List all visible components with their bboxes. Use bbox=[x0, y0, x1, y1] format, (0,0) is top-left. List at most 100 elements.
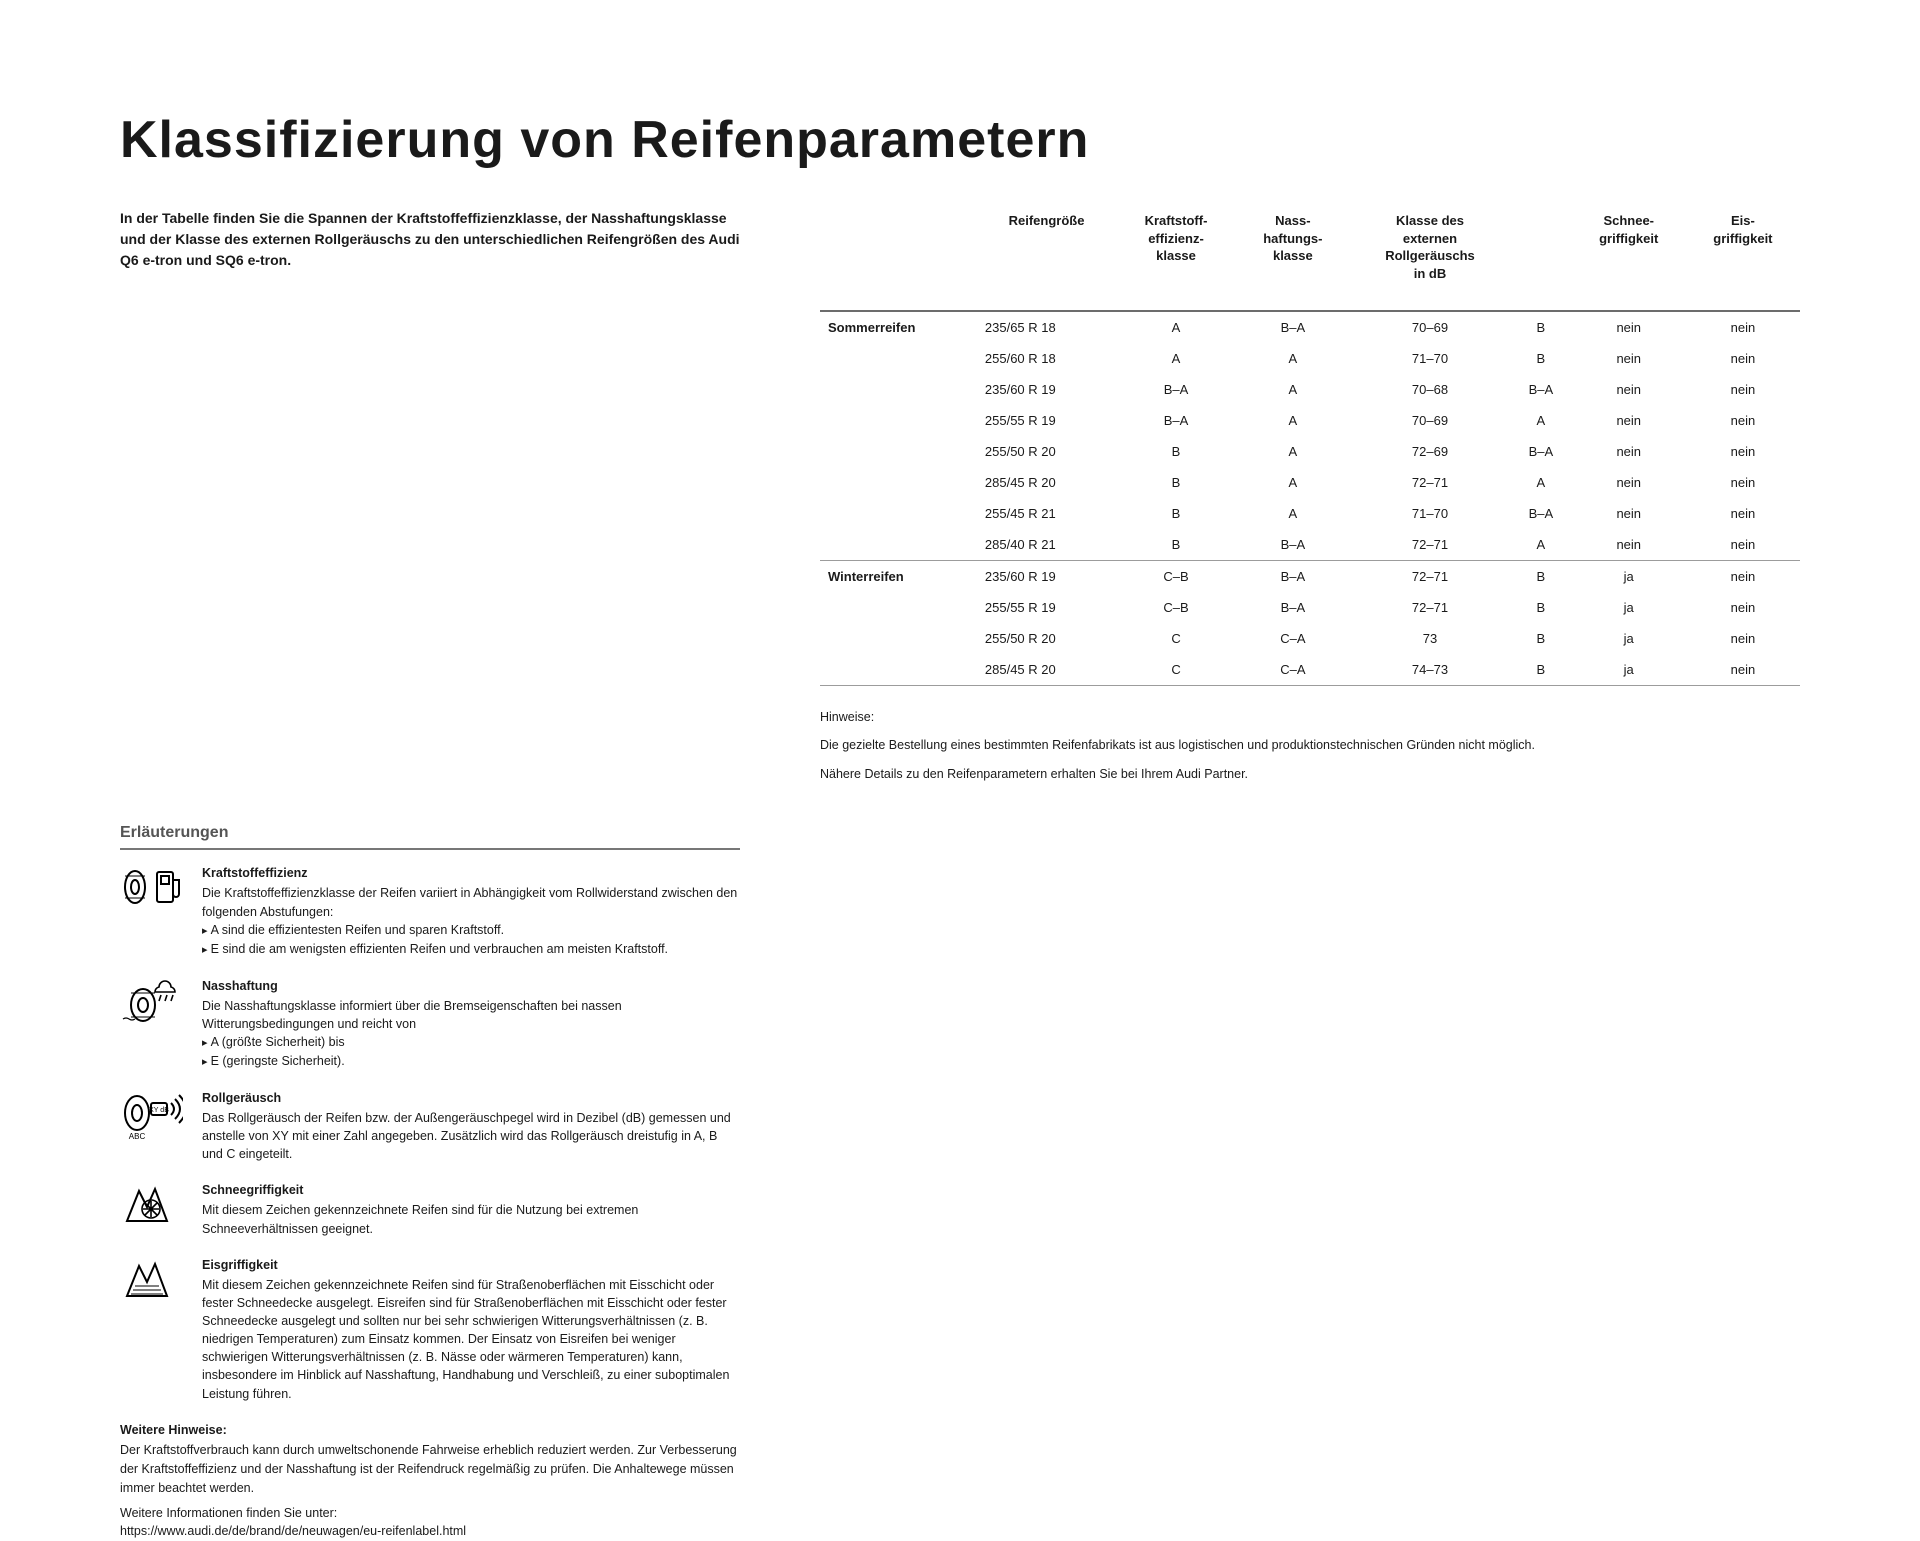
explanation-title: Nasshaftung bbox=[202, 977, 740, 995]
svg-text:XY dB: XY dB bbox=[149, 1107, 169, 1114]
cell: B bbox=[1510, 623, 1572, 654]
cell: 70–69 bbox=[1350, 312, 1510, 343]
notes-label: Hinweise: bbox=[820, 708, 1800, 727]
explanation-item: EisgriffigkeitMit diesem Zeichen gekennz… bbox=[120, 1256, 740, 1403]
cell: 255/55 R 19 bbox=[977, 405, 1116, 436]
cell: B bbox=[1510, 561, 1572, 592]
col-header bbox=[1510, 208, 1572, 311]
cell: C–B bbox=[1116, 592, 1236, 623]
table-row: 285/40 R 21BB–A72–71Aneinnein bbox=[820, 529, 1800, 561]
cell: B–A bbox=[1510, 374, 1572, 405]
row-group-label bbox=[820, 343, 977, 374]
intro-text: In der Tabelle finden Sie die Spannen de… bbox=[120, 208, 740, 271]
row-group-label bbox=[820, 405, 977, 436]
cell: nein bbox=[1572, 529, 1686, 561]
col-header: Eis-griffigkeit bbox=[1686, 208, 1800, 311]
explanation-body: Die Nasshaftungsklasse informiert über d… bbox=[202, 997, 740, 1033]
explanations-title: Erläuterungen bbox=[120, 824, 740, 850]
col-header: Nass-haftungs-klasse bbox=[1236, 208, 1350, 311]
explanation-text: SchneegriffigkeitMit diesem Zeichen geke… bbox=[202, 1181, 740, 1237]
cell: 255/50 R 20 bbox=[977, 436, 1116, 467]
further-body: Der Kraftstoffverbrauch kann durch umwel… bbox=[120, 1441, 740, 1497]
cell: nein bbox=[1686, 529, 1800, 561]
svg-text:ABC: ABC bbox=[129, 1132, 146, 1141]
explanation-text: KraftstoffeffizienzDie Kraftstoffeffizie… bbox=[202, 864, 740, 958]
cell: nein bbox=[1572, 405, 1686, 436]
explanation-item: Nasshaftung Die Nasshaftungsklasse inform… bbox=[120, 977, 740, 1071]
table-row: 255/50 R 20CC–A73Bjanein bbox=[820, 623, 1800, 654]
table-row: Winterreifen235/60 R 19C–BB–A72–71Bjanei… bbox=[820, 561, 1800, 592]
further-title: Weitere Hinweise: bbox=[120, 1421, 740, 1440]
cell: 71–70 bbox=[1350, 343, 1510, 374]
kraftstoffeffizienz-icon bbox=[120, 864, 184, 916]
col-header: Kraftstoff-effizienz-klasse bbox=[1116, 208, 1236, 311]
cell: B bbox=[1510, 654, 1572, 686]
explanation-body: Die Kraftstoffeffizienzklasse der Reifen… bbox=[202, 884, 740, 920]
cell: A bbox=[1116, 312, 1236, 343]
cell: nein bbox=[1686, 405, 1800, 436]
cell: 235/60 R 19 bbox=[977, 374, 1116, 405]
cell: B–A bbox=[1510, 436, 1572, 467]
cell: ja bbox=[1572, 561, 1686, 592]
eisgriffigkeit-icon bbox=[120, 1256, 184, 1308]
cell: 73 bbox=[1350, 623, 1510, 654]
explanations-column: Erläuterungen KraftstoffeffizienzDie Kra… bbox=[120, 824, 740, 1541]
table-row: Sommerreifen235/65 R 18AB–A70–69Bneinnei… bbox=[820, 312, 1800, 343]
cell: B bbox=[1510, 312, 1572, 343]
row-group-label: Sommerreifen bbox=[820, 312, 977, 343]
explanation-body: Mit diesem Zeichen gekennzeichnete Reife… bbox=[202, 1276, 740, 1403]
cell: 285/45 R 20 bbox=[977, 467, 1116, 498]
cell: A bbox=[1510, 467, 1572, 498]
cell: nein bbox=[1686, 654, 1800, 686]
cell: 74–73 bbox=[1350, 654, 1510, 686]
cell: B bbox=[1116, 498, 1236, 529]
table-row: 285/45 R 20CC–A74–73Bjanein bbox=[820, 654, 1800, 686]
cell: B bbox=[1116, 436, 1236, 467]
cell: B–A bbox=[1236, 592, 1350, 623]
cell: C–A bbox=[1236, 654, 1350, 686]
cell: nein bbox=[1686, 623, 1800, 654]
cell: 255/55 R 19 bbox=[977, 592, 1116, 623]
cell: 285/45 R 20 bbox=[977, 654, 1116, 686]
table-notes: Hinweise: Die gezielte Bestellung eines … bbox=[820, 708, 1800, 784]
explanation-text: RollgeräuschDas Rollgeräusch der Reifen … bbox=[202, 1089, 740, 1164]
cell: 70–69 bbox=[1350, 405, 1510, 436]
explanation-text: EisgriffigkeitMit diesem Zeichen gekennz… bbox=[202, 1256, 740, 1403]
cell: A bbox=[1236, 467, 1350, 498]
cell: nein bbox=[1686, 312, 1800, 343]
bullet-item: A (größte Sicherheit) bis bbox=[202, 1033, 740, 1052]
rollger-usch-icon: XY dB ABC bbox=[120, 1089, 184, 1141]
table-row: 255/55 R 19B–AA70–69Aneinnein bbox=[820, 405, 1800, 436]
row-group-label bbox=[820, 654, 977, 686]
bullet-item: E (geringste Sicherheit). bbox=[202, 1052, 740, 1071]
cell: B–A bbox=[1236, 312, 1350, 343]
cell: 235/65 R 18 bbox=[977, 312, 1116, 343]
cell: B bbox=[1116, 467, 1236, 498]
cell: A bbox=[1116, 343, 1236, 374]
explanation-item: SchneegriffigkeitMit diesem Zeichen geke… bbox=[120, 1181, 740, 1237]
cell: nein bbox=[1572, 312, 1686, 343]
cell: 72–71 bbox=[1350, 592, 1510, 623]
cell: 72–71 bbox=[1350, 529, 1510, 561]
table-row: 255/60 R 18AA71–70Bneinnein bbox=[820, 343, 1800, 374]
more-info: Weitere Informationen finden Sie unter: … bbox=[120, 1504, 740, 1541]
row-group-label bbox=[820, 436, 977, 467]
cell: nein bbox=[1686, 592, 1800, 623]
table-row: 255/45 R 21BA71–70B–Aneinnein bbox=[820, 498, 1800, 529]
col-header: Schnee-griffigkeit bbox=[1572, 208, 1686, 311]
row-group-label bbox=[820, 374, 977, 405]
cell: B–A bbox=[1236, 561, 1350, 592]
cell: B–A bbox=[1116, 405, 1236, 436]
schneegriffigkeit-icon bbox=[120, 1181, 184, 1233]
cell: nein bbox=[1572, 498, 1686, 529]
cell: nein bbox=[1686, 498, 1800, 529]
table-row: 235/60 R 19B–AA70–68B–Aneinnein bbox=[820, 374, 1800, 405]
page-title: Klassifizierung von Reifenparametern bbox=[120, 110, 1800, 170]
tyre-table-wrap: ReifengrößeKraftstoff-effizienz-klasseNa… bbox=[820, 208, 1800, 794]
explanation-text: Nasshaftung Die Nasshaftungsklasse inform… bbox=[202, 977, 740, 1071]
cell: A bbox=[1236, 343, 1350, 374]
bullet-item: A sind die effizientesten Reifen und spa… bbox=[202, 921, 740, 940]
cell: ja bbox=[1572, 592, 1686, 623]
cell: 70–68 bbox=[1350, 374, 1510, 405]
note-1: Die gezielte Bestellung eines bestimmten… bbox=[820, 736, 1800, 755]
